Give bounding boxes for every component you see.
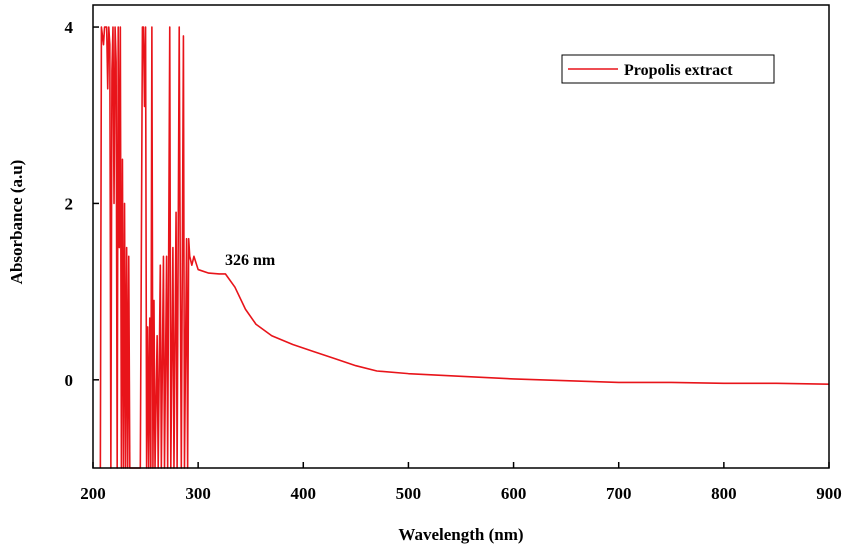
x-tick-label: 300 <box>185 484 211 503</box>
x-tick-label: 400 <box>291 484 317 503</box>
legend-label: Propolis extract <box>624 62 733 79</box>
annotation: 326 nm <box>225 252 276 269</box>
data-line <box>99 26 830 469</box>
plot-frame <box>92 4 830 469</box>
y-axis-label: Absorbance (a.u) <box>7 160 26 285</box>
x-tick-label: 900 <box>816 484 842 503</box>
x-tick-label: 700 <box>606 484 632 503</box>
x-tick-label: 200 <box>80 484 106 503</box>
y-tick-label: 2 <box>65 194 74 213</box>
x-tick-label: 600 <box>501 484 527 503</box>
x-tick-label: 500 <box>396 484 422 503</box>
x-axis-label: Wavelength (nm) <box>398 525 523 544</box>
y-tick-label: 4 <box>65 18 74 37</box>
y-tick-label: 0 <box>65 371 74 390</box>
x-tick-label: 800 <box>711 484 737 503</box>
